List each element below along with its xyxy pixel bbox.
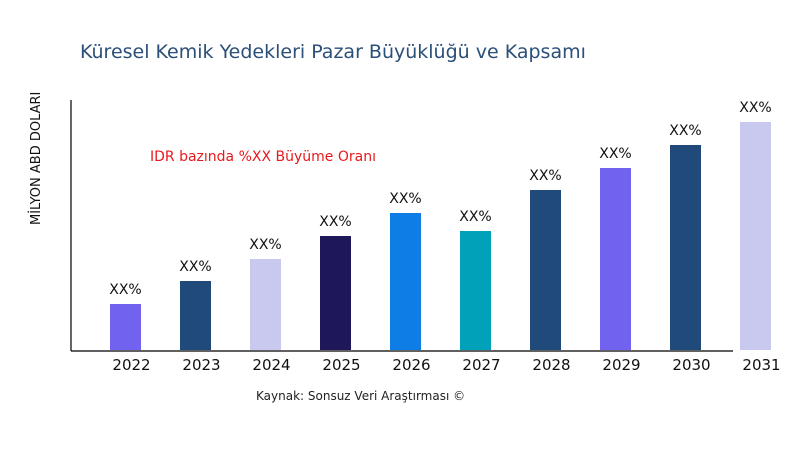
bar-2031 <box>740 122 771 350</box>
source-note: Kaynak: Sonsuz Veri Araştırması © <box>256 389 465 403</box>
y-axis-label: MİLYON ABD DOLARI <box>28 92 44 225</box>
x-tick-2022: 2022 <box>112 356 150 374</box>
x-tick-2023: 2023 <box>182 356 220 374</box>
data-label-2026: XX% <box>389 191 421 207</box>
data-label-2028: XX% <box>529 168 561 184</box>
data-label-2030: XX% <box>669 123 701 139</box>
x-tick-2027: 2027 <box>462 356 500 374</box>
chart-title: Küresel Kemik Yedekleri Pazar Büyüklüğü … <box>80 41 586 63</box>
bar-2024 <box>250 259 281 350</box>
data-label-2027: XX% <box>459 209 491 225</box>
x-tick-2026: 2026 <box>392 356 430 374</box>
bar-2028 <box>530 190 561 350</box>
bar-2022 <box>110 304 141 350</box>
growth-annotation: IDR bazında %XX Büyüme Oranı <box>150 149 376 165</box>
x-tick-2028: 2028 <box>532 356 570 374</box>
data-label-2024: XX% <box>249 237 281 253</box>
x-tick-2031: 2031 <box>742 356 780 374</box>
data-label-2025: XX% <box>319 214 351 230</box>
data-label-2023: XX% <box>179 259 211 275</box>
bar-2023 <box>180 281 211 350</box>
bar-2030 <box>670 145 701 350</box>
bar-2025 <box>320 236 351 350</box>
x-tick-2030: 2030 <box>672 356 710 374</box>
data-label-2022: XX% <box>109 282 141 298</box>
x-tick-2029: 2029 <box>602 356 640 374</box>
x-tick-2024: 2024 <box>252 356 290 374</box>
bar-2027 <box>460 231 491 350</box>
x-tick-2025: 2025 <box>322 356 360 374</box>
bar-2029 <box>600 168 631 350</box>
bar-2026 <box>390 213 421 350</box>
data-label-2029: XX% <box>599 146 631 162</box>
data-label-2031: XX% <box>739 100 771 116</box>
